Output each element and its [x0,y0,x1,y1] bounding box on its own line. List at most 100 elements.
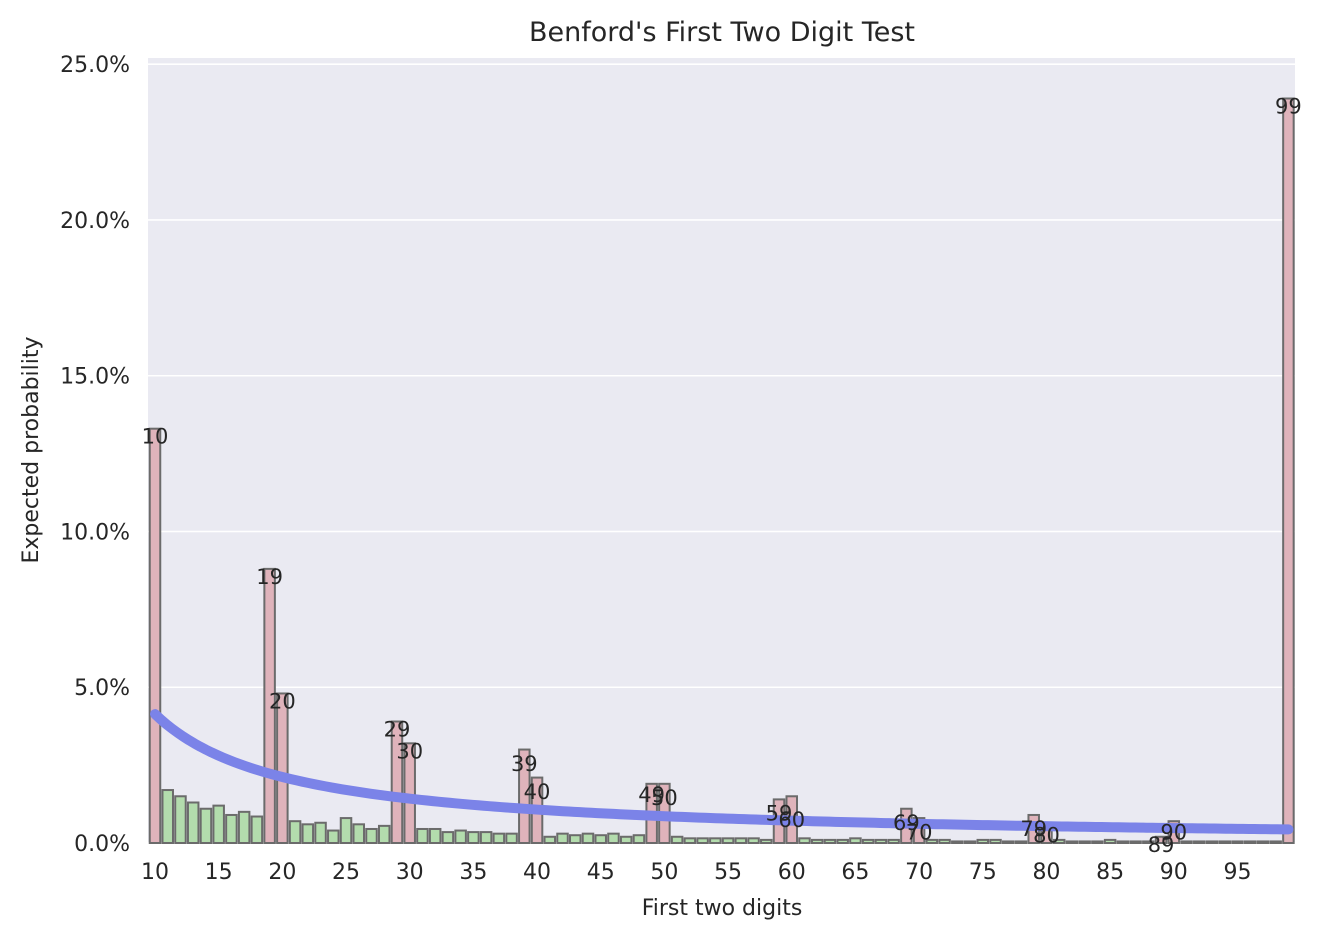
bar [174,795,187,844]
bar [810,838,824,845]
bar [963,840,977,844]
bar [441,831,455,845]
x-tick-label: 80 [1032,860,1060,885]
y-tick-label: 0.0% [74,832,130,857]
bar-label: 19 [256,565,283,589]
bar-label: 20 [269,689,296,713]
bar-label: 29 [384,718,411,742]
x-tick-label: 40 [523,860,551,885]
bar [1078,840,1091,844]
x-tick-label: 20 [268,860,296,885]
bar [976,838,990,845]
bar [352,823,366,844]
x-tick-label: 90 [1160,860,1188,885]
bar [1218,840,1231,844]
bar [798,837,811,845]
x-tick-label: 85 [1096,860,1124,885]
bar [1129,840,1142,844]
y-tick-label: 5.0% [74,676,130,701]
x-tick-label: 65 [841,860,869,885]
bar [327,829,340,844]
x-tick-label: 45 [587,860,615,885]
bar [556,832,569,845]
x-tick-label: 50 [650,860,678,885]
bar [1103,838,1117,845]
bar [479,831,493,845]
bar [416,827,429,844]
bar-label: 49 [638,783,665,807]
bar [569,834,582,844]
bar [747,837,760,845]
x-tick-label: 30 [396,860,424,885]
chart-title: Benford's First Two Digit Test [529,17,915,48]
bar-label: 50 [651,786,678,810]
bar [670,835,684,844]
bar [849,837,862,845]
bar [632,834,646,844]
bar-label: 59 [766,802,793,826]
x-tick-label: 25 [332,860,360,885]
y-tick-label: 15.0% [60,365,130,390]
bar [199,807,213,845]
bar [1193,840,1206,844]
x-tick-label: 35 [459,860,487,885]
y-tick-label: 25.0% [60,53,130,78]
bar-label: 69 [893,811,920,835]
bar [1180,840,1193,844]
bar [951,840,964,844]
bar [301,823,315,844]
bar [339,817,353,844]
bar [734,837,748,845]
bar-label: 89 [1148,833,1175,857]
bar [467,831,480,845]
bar [709,837,722,845]
bar [836,838,849,845]
bar [887,838,900,845]
bars [148,97,1295,845]
bar [760,838,773,845]
bar-label: 70 [906,820,933,844]
bar-label: 79 [1020,817,1047,841]
bar-highlighted [263,567,276,844]
bar-highlighted [276,692,289,844]
bar [861,838,875,845]
bar [492,832,506,845]
bar [314,821,327,845]
y-axis-ticks: 0.0% 5.0% 10.0% 15.0% 20.0% 25.0% [60,53,130,857]
bar-label: 99 [1275,94,1302,118]
bar-label: 60 [778,808,805,832]
bar [1243,840,1257,844]
x-tick-label: 55 [714,860,742,885]
bar [1065,840,1079,844]
expected-line [150,709,1294,835]
bar [377,824,391,845]
bar [543,835,557,844]
bar [925,838,939,845]
y-axis-label: Expected probability [19,336,44,563]
x-axis-label: First two digits [642,896,803,921]
bar [1014,840,1028,844]
bar [1269,840,1282,844]
plot-background [148,58,1295,843]
bar [186,801,200,844]
bar [721,837,735,845]
bar [1256,840,1270,844]
x-tick-label: 15 [205,860,233,885]
x-tick-label: 60 [778,860,806,885]
bar-label: 30 [396,739,423,763]
bar [619,835,633,844]
gridlines [148,63,1295,844]
bar [428,827,442,844]
y-tick-label: 20.0% [60,209,130,234]
bar [288,820,302,845]
bar [161,789,174,844]
bar [594,834,607,844]
y-tick-label: 10.0% [60,520,130,545]
bar [505,832,518,845]
bar [1052,838,1066,845]
bar-label: 90 [1160,820,1187,844]
bar-highlighted [1154,835,1168,844]
bar [607,832,620,845]
